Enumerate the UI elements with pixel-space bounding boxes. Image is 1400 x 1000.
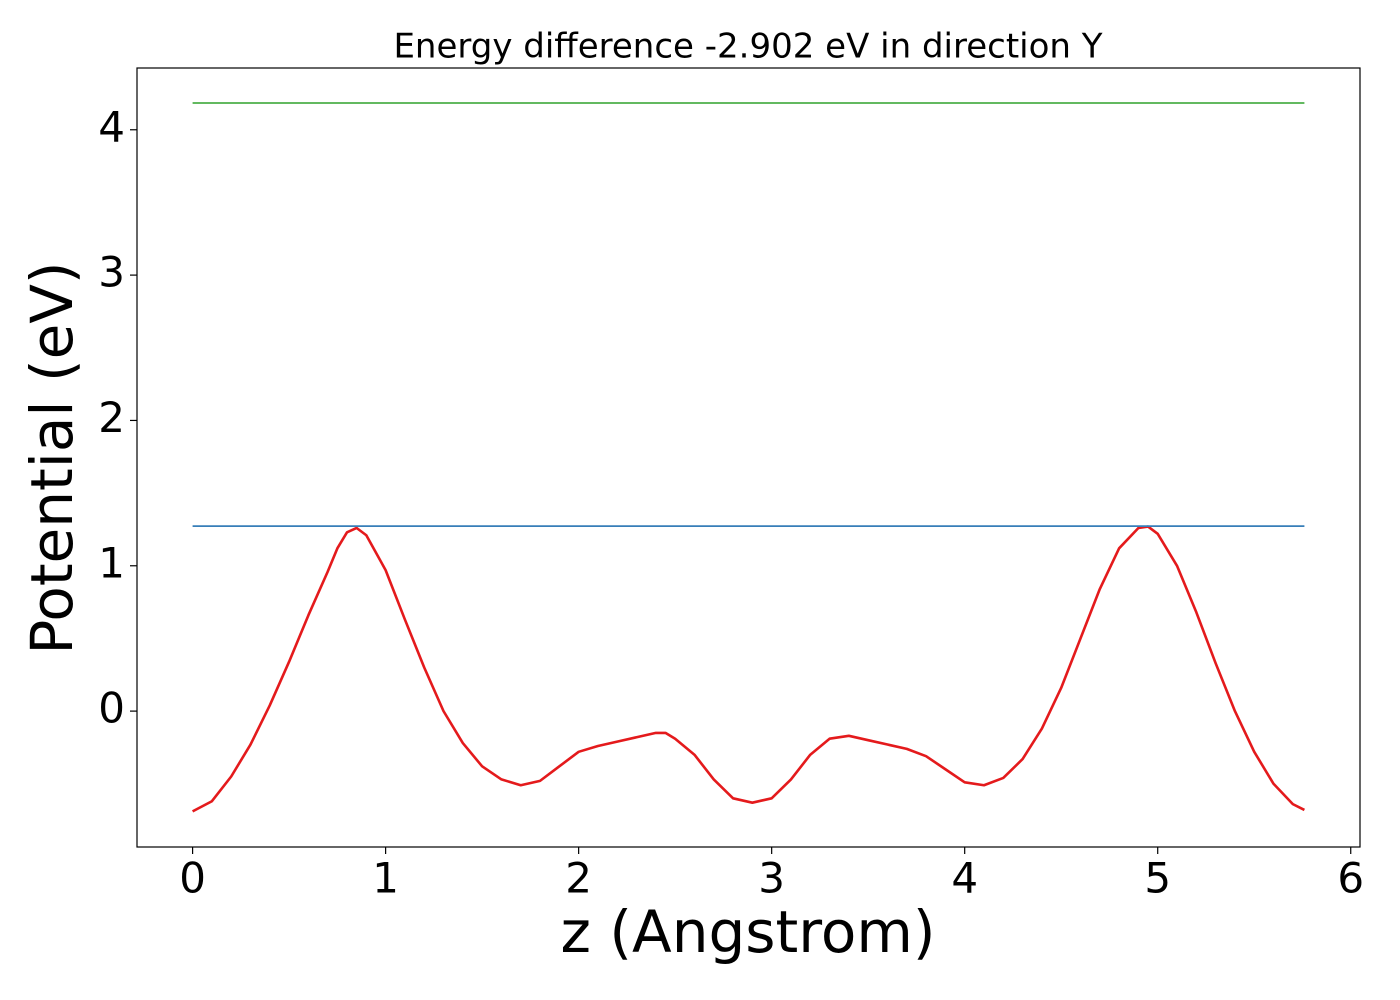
- line: [191, 525, 1305, 813]
- x-tick-label: 6: [1337, 854, 1364, 903]
- x-tick-label: 1: [372, 854, 399, 903]
- x-tick-label: 0: [179, 854, 206, 903]
- y-tick-label: 3: [98, 248, 125, 297]
- y-tick-label: 4: [98, 102, 125, 151]
- y-tick-label: 1: [98, 538, 125, 587]
- x-axis-label: z (Angstrom): [561, 898, 936, 966]
- x-tick-label: 2: [565, 854, 592, 903]
- x-tick-label: 5: [1144, 854, 1171, 903]
- chart-title: Energy difference -2.902 eV in direction…: [393, 27, 1102, 67]
- plot-frame: [136, 67, 1361, 848]
- x-tick-label: 3: [758, 854, 785, 903]
- y-tick-label: 2: [98, 393, 125, 442]
- y-axis-label: Potential (eV): [18, 261, 86, 654]
- x-tick-label: 4: [951, 854, 978, 903]
- y-tick-label: 0: [98, 684, 125, 733]
